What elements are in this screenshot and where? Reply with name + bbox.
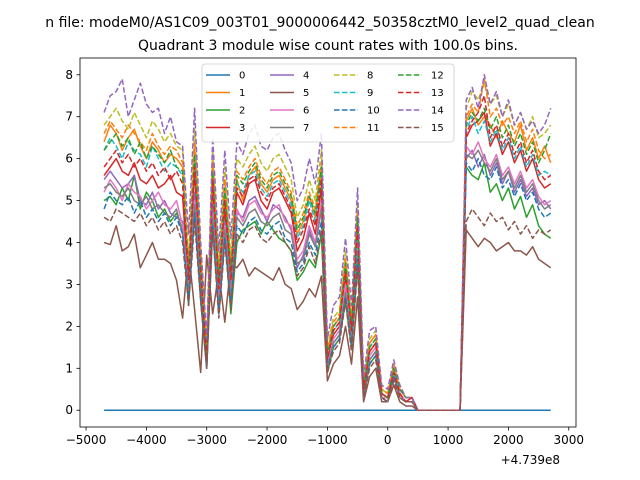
y-tick-label: 1 [65, 361, 73, 375]
series-line-12 [103, 107, 552, 411]
series-line-14 [103, 74, 552, 411]
legend-label-6: 6 [303, 106, 309, 117]
y-tick-label: 7 [65, 110, 73, 124]
x-tick-label: 3000 [553, 433, 584, 447]
x-tick-label: 2000 [493, 433, 524, 447]
legend-label-3: 3 [239, 123, 245, 134]
legend-label-0: 0 [239, 71, 245, 82]
x-offset-text: +4.739e8 [501, 453, 560, 467]
legend-label-9: 9 [367, 88, 373, 99]
plot-area [103, 74, 552, 411]
legend-label-4: 4 [303, 71, 309, 82]
x-tick-label: −2000 [247, 433, 288, 447]
x-tick-label: −1000 [307, 433, 348, 447]
y-tick-label: 2 [65, 319, 73, 333]
legend-box [201, 63, 455, 143]
legend-label-8: 8 [367, 71, 373, 82]
axes: −5000 −4000 −3000 −2000 −1000 0 1000 2000 3000 0 1… [65, 57, 584, 447]
chart-title: Quadrant 3 module wise count rates with … [138, 38, 518, 54]
legend-label-11: 11 [367, 123, 380, 134]
legend-label-5: 5 [303, 88, 309, 99]
series-line-15 [103, 208, 552, 411]
legend-label-12: 12 [431, 71, 444, 82]
legend-label-1: 1 [239, 88, 245, 99]
figure-suptitle: n file: modeM0/AS1C09_003T01_9000006442_… [45, 15, 594, 31]
y-tick-label: 6 [65, 152, 73, 166]
x-tick-label: 1000 [433, 433, 464, 447]
series-line-5 [103, 224, 552, 411]
y-tick-label: 0 [65, 403, 73, 417]
legend-label-2: 2 [239, 106, 245, 117]
y-tick-label: 8 [65, 68, 73, 82]
y-tick-label: 3 [65, 277, 73, 291]
x-tick-label: −4000 [126, 433, 167, 447]
legend-label-13: 13 [431, 88, 444, 99]
legend-label-7: 7 [303, 123, 309, 134]
y-tick-label: 4 [65, 236, 73, 250]
legend-label-14: 14 [431, 106, 444, 117]
x-tick-label: −3000 [186, 433, 227, 447]
x-tick-label: −5000 [66, 433, 107, 447]
x-tick-label: 0 [384, 433, 392, 447]
legend-label-15: 15 [431, 123, 444, 134]
legend-label-10: 10 [367, 106, 380, 117]
y-tick-label: 5 [65, 194, 73, 208]
